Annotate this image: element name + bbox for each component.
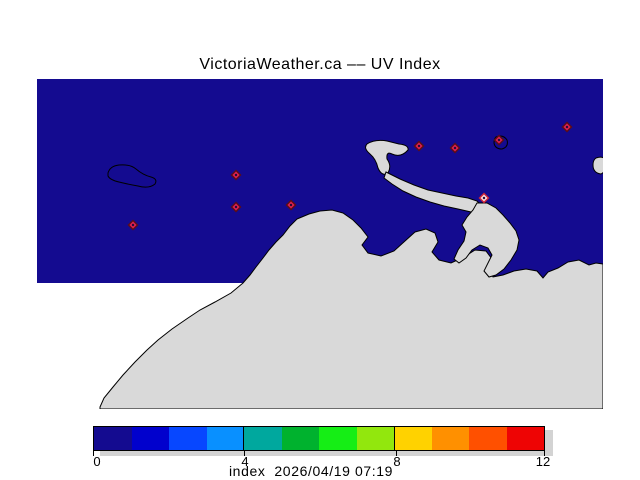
axis-tick-0 [93,451,94,456]
colorbar-segment [206,427,244,450]
island-right-edge [592,156,603,175]
colorbar-segment [431,427,469,450]
uv-map [37,79,603,409]
axis-tick-8 [396,451,397,456]
station-marker-dot [453,146,457,150]
colorbar-caption: index 2026/04/19 07:19 [228,463,394,479]
colorbar-tick-8 [394,427,395,450]
colorbar-tick-4 [243,427,244,450]
page-title: VictoriaWeather.ca –– UV Index [199,56,441,73]
station-marker-dot [131,223,135,227]
colorbar-segment [319,427,357,450]
station-marker-dot [289,203,293,207]
station-marker-dot [234,173,238,177]
island-outline-west [107,164,157,188]
station-markers-group [127,121,573,231]
axis-label-4: 4 [241,454,249,469]
colorbar-segment [356,427,394,450]
uv-colorbar [93,426,545,451]
axis-tick-4 [244,451,245,456]
colorbar-segment [169,427,207,450]
colorbar-segment [469,427,507,450]
axis-label-12: 12 [535,454,551,469]
colorbar-segment [506,427,544,450]
colorbar-segment [94,427,132,450]
colorbar-segment [281,427,319,450]
station-marker-dot [565,125,569,129]
axis-label-8: 8 [393,454,401,469]
colorbar-segment [244,427,282,450]
coastline-victoria-landmass [453,202,520,278]
colorbar-segment [394,427,432,450]
colorbar-segment [131,427,169,450]
coastline-south-landmass [99,209,603,409]
axis-tick-12 [544,451,545,456]
station-marker-dot [482,196,486,200]
station-marker-dot [497,138,501,142]
axis-label-0: 0 [93,454,101,469]
station-marker-dot [417,144,421,148]
station-marker-dot [234,205,238,209]
coastline-hook-peninsula [365,139,409,175]
